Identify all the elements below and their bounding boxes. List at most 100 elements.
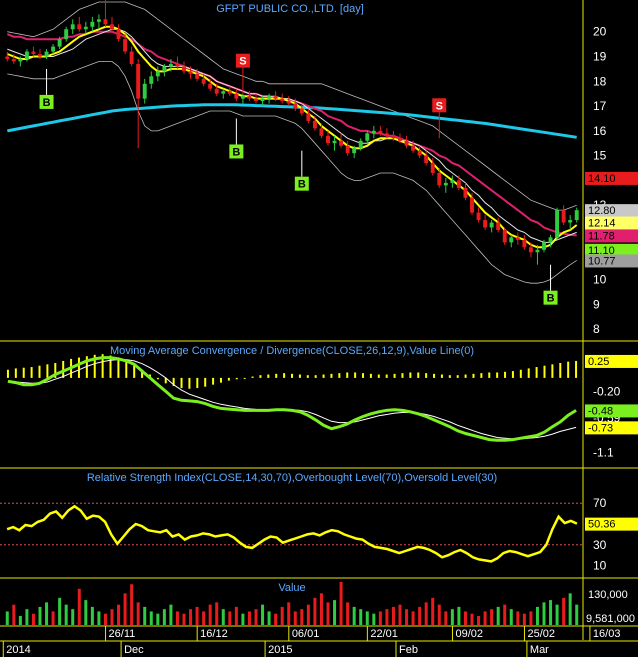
candle [182,61,186,74]
volume-bar [496,606,500,625]
candle-body [483,220,488,228]
candle [188,66,193,79]
candle-body [437,172,442,186]
macd-histogram-bar [14,368,17,378]
candle [70,19,75,35]
macd-histogram-bar [227,377,230,381]
macd-histogram-bar [354,372,357,378]
signal-label: S [436,100,443,112]
candle-body [398,138,402,141]
candle-body [5,56,10,59]
candle [371,125,376,139]
macd-title: Moving Average Convergence / Divergence(… [110,345,474,357]
buy-signal-marker: B [39,68,54,109]
volume-bar [562,597,566,625]
candle [51,44,56,55]
volume-bar [254,609,258,625]
candle [38,49,42,59]
macd-histogram-bar [156,377,159,380]
candle-body [201,78,206,84]
rsi-levels [0,502,583,546]
ma-slow-line [7,28,577,243]
time-label-date: 25/02 [527,628,555,640]
volume-bar [130,584,134,625]
value-tag-bg [585,204,638,218]
volume-bar [149,611,153,625]
candle [175,56,180,69]
volume-bar [169,604,173,625]
value-tag: -0.48 [585,404,638,418]
candle-body [168,63,173,67]
candle [411,140,416,154]
candle-body [162,66,167,72]
volume-bars [5,582,579,625]
candle [509,234,514,248]
price-panel: 891011121314151617181920 BSSBBSB 14.1012… [5,0,638,336]
macd-histogram-bar [559,362,562,378]
macd-histogram-bar [125,360,128,378]
buy-signal-marker: B [543,264,558,305]
macd-histogram-bar [322,374,325,378]
macd-histogram-bar [504,371,507,378]
macd-histogram-bar [456,375,459,378]
rsi-title: Relative Strength Index(CLOSE,14,30,70),… [87,472,497,484]
volume-tick-label: 130,000 [588,589,628,601]
candle-body [496,222,501,230]
candle-body [391,135,396,139]
volume-bar [522,613,526,625]
volume-bar [267,611,271,625]
macd-histogram-bar [291,373,293,378]
candle-body [214,88,219,94]
volume-bar [228,611,232,625]
volume-bar [90,606,94,625]
volume-bar [25,609,29,625]
value-tag-text: 50.36 [588,519,616,531]
macd-histogram-bar [409,372,412,378]
volume-bar [261,604,265,625]
macd-histogram-bar [385,374,388,378]
value-tag-bg [585,171,638,185]
volume-bar [411,611,415,625]
volume-bar [405,609,409,625]
candle-body [378,130,383,134]
candle-body [260,98,265,102]
volume-bar [477,615,481,625]
moving-averages [6,25,578,249]
candle [293,98,298,112]
volume-bar [470,613,474,625]
volume-bar [444,611,448,625]
candle [240,93,245,104]
candle-body [535,249,540,253]
volume-bar [136,602,140,625]
candle [522,234,527,250]
candle-body [142,83,147,99]
candle [568,215,573,230]
volume-bar [542,602,546,625]
candle [483,215,488,230]
candle [352,145,357,159]
value-tag-text: 12.14 [588,218,616,230]
candle-body [463,187,468,198]
signal-box [39,94,54,109]
candle [456,175,461,191]
macd-histogram-bar [109,355,112,378]
macd-histogram-bar [369,373,372,378]
macd-histogram-bar [433,373,436,378]
candle-body [489,222,494,228]
candle-body [417,150,422,156]
candle [489,220,494,233]
volume-bar [398,604,402,625]
macd-histogram-bar [401,373,404,378]
volume-bar [424,602,428,625]
candle-body [424,155,429,164]
rsi-line-path [6,504,578,563]
volume-bar [313,597,317,625]
candle-body [365,133,370,141]
candle-body [345,145,350,154]
candle-body [339,140,344,146]
candle-body [280,98,285,102]
candle [345,140,350,156]
candle [18,56,23,67]
volume-bar [38,606,42,625]
macd-histogram-bar [164,377,167,384]
